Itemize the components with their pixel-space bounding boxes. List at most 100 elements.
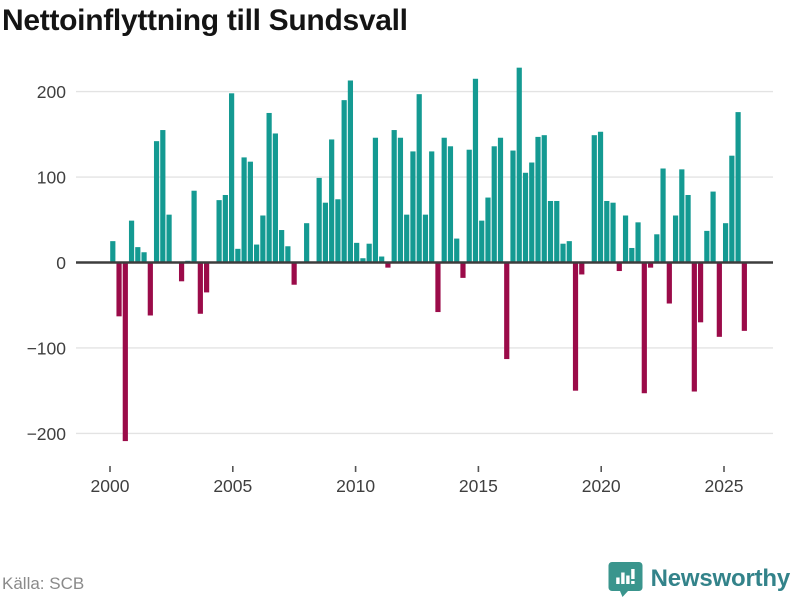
y-tick-label: 100 [37,168,66,188]
bar [735,112,741,263]
bar [679,169,685,263]
bar [716,262,722,337]
bar [247,161,253,263]
bar [641,262,647,394]
x-tick-label: 2005 [213,476,252,496]
bar [616,262,622,272]
bar [404,214,410,263]
bar [672,215,679,263]
bar [391,130,397,263]
bar [497,137,504,263]
bar [460,262,466,278]
bar [329,139,335,263]
bar [166,214,172,263]
bar [685,194,691,263]
x-tick-label: 2010 [336,476,375,496]
bar [554,200,560,263]
y-tick-label: −200 [27,424,67,444]
bar [447,146,454,263]
bar [335,199,341,263]
bar [722,223,729,263]
bar [204,262,210,293]
bar [491,146,497,263]
bar [422,214,429,263]
bar [153,141,160,263]
bar [347,80,354,263]
bar [197,262,203,314]
bar [322,202,328,263]
bar [579,262,585,275]
bar [291,262,297,285]
bar [666,262,672,304]
bar [472,78,479,263]
bar [541,135,547,263]
bar [466,149,472,263]
bar [516,67,522,263]
bar [416,94,422,263]
bar [697,262,704,323]
bar [479,220,485,263]
bar [128,220,135,263]
y-tick-label: −100 [27,338,67,358]
bar [535,136,541,263]
bar [135,247,141,263]
newsworthy-icon [608,562,643,597]
bar [360,258,366,263]
x-tick-label: 2025 [705,476,744,496]
bar [604,200,610,263]
bar [341,100,347,263]
bar [110,241,116,263]
bar [316,177,322,263]
bar [454,238,460,263]
bar [710,191,716,263]
bar [160,130,166,263]
bar [485,197,491,263]
bar [591,135,597,263]
bar [385,262,391,268]
bar [504,262,510,360]
bar [285,246,291,263]
bar [622,215,629,263]
bar [691,262,697,392]
bar [435,262,441,313]
x-tick-label: 2015 [459,476,498,496]
bar [572,262,579,391]
bar [272,133,278,263]
source-label: Källa: SCB [2,574,85,593]
bar [429,151,435,263]
y-tick-label: 0 [56,253,66,273]
bar [441,137,447,263]
bar [647,262,654,268]
bar [178,262,185,282]
bar [560,243,566,263]
bar [254,244,260,263]
bar [354,242,360,263]
bar [266,112,272,263]
newsworthy-wordmark: Newsworthy [650,565,791,592]
bar [566,241,572,263]
bar [510,150,516,263]
y-tick-label: 200 [37,82,66,102]
bar [654,234,660,263]
newsworthy-logo: Newsworthy [608,561,790,597]
bar [222,194,228,263]
bar [629,247,635,263]
bar [260,215,266,263]
bar [729,155,735,263]
bar [235,248,241,263]
bar [304,223,310,263]
x-tick-label: 2000 [91,476,130,496]
bar [122,262,128,442]
bar [116,262,122,317]
bar [379,256,385,263]
bar [147,262,153,316]
bar [216,200,222,263]
bar [372,137,379,263]
bar [397,137,404,263]
chart-title: Nettoinflyttning till Sundsvall [2,4,408,37]
bar-chart: 200 100 0 −100 −200 2000 2005 2010 2015 2020 2025 [27,67,773,496]
bar [366,243,372,263]
bar [241,157,247,263]
bar [704,230,710,263]
bar [229,93,235,263]
